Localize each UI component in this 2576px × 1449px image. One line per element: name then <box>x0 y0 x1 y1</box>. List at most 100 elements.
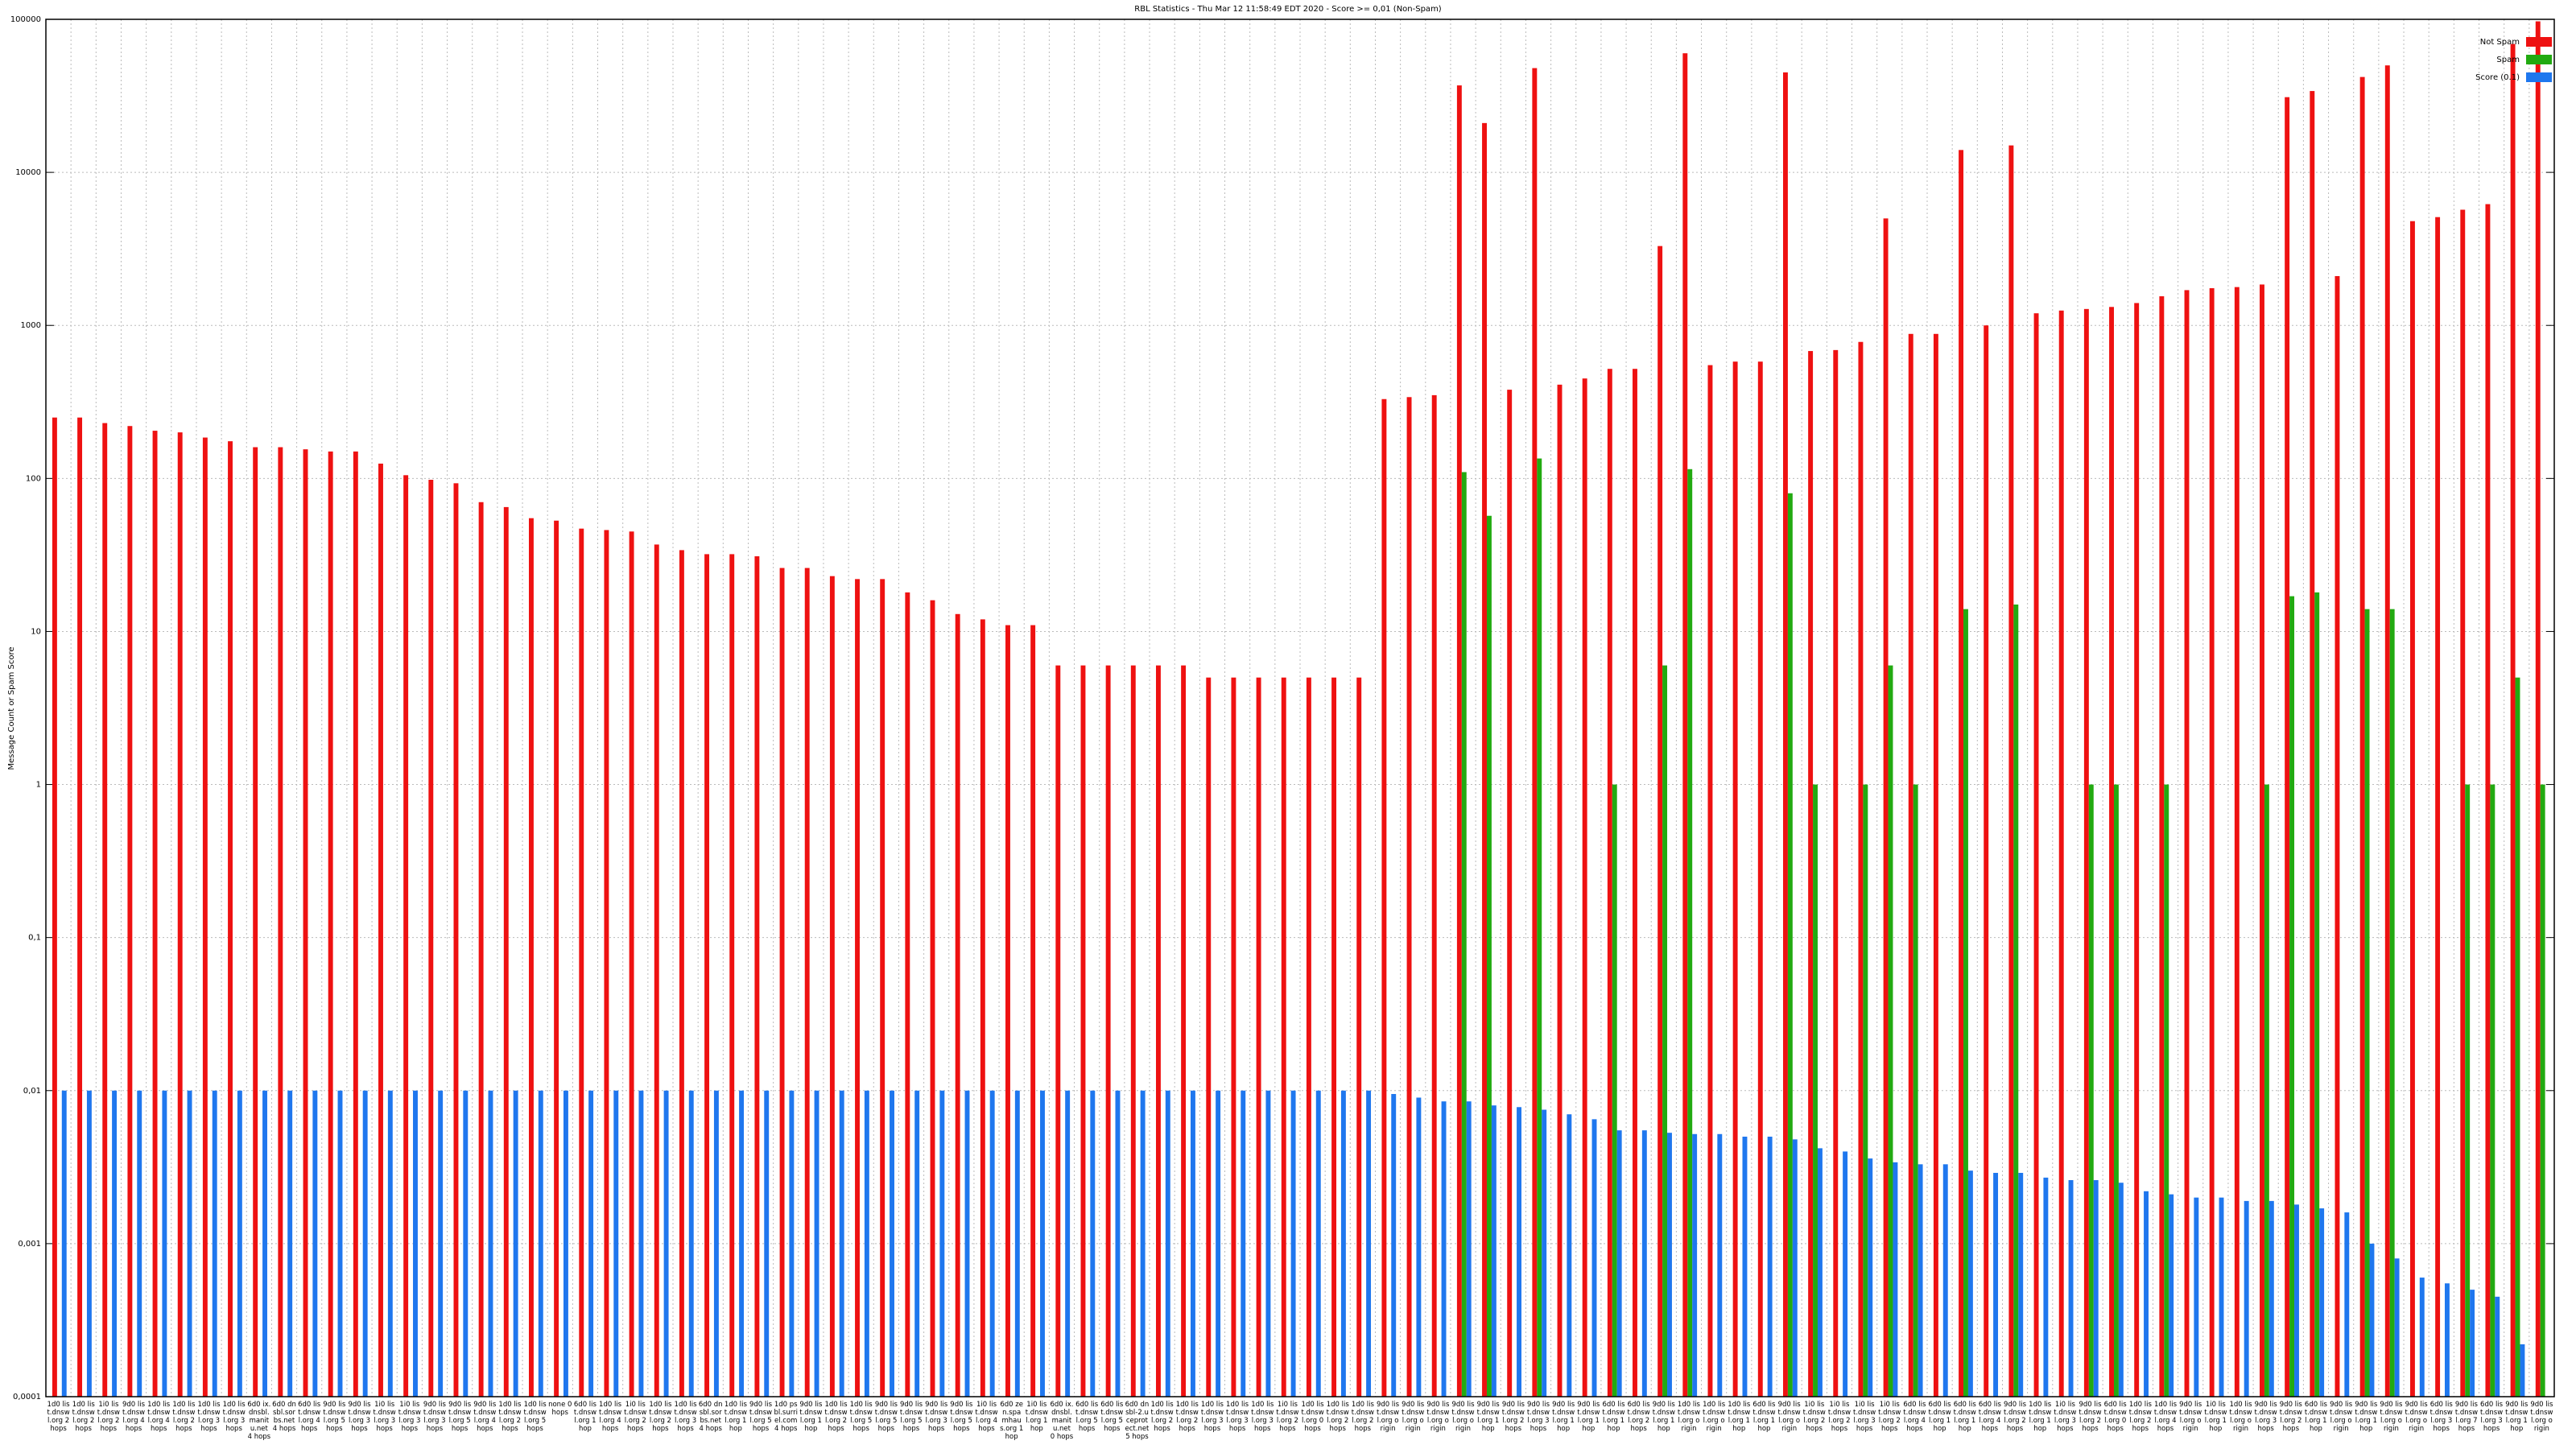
bar <box>287 1090 293 1397</box>
x-tick-label: 9d0 list.dnswl.org origin <box>1376 1401 1400 1433</box>
x-tick-label: 1d0 list.dnswl.org 2 hops <box>1150 1401 1174 1433</box>
x-tick-label: 1d0 list.dnswl.org 2 hops <box>2128 1401 2152 1433</box>
bar <box>1517 1107 1521 1397</box>
bar <box>2244 1200 2249 1397</box>
bar <box>228 441 233 1397</box>
x-tick-label: 1d0 list.dnswl.org 2 hops <box>72 1401 95 1433</box>
bar <box>2159 296 2165 1397</box>
bar <box>2134 303 2140 1397</box>
bar <box>1140 1090 1146 1397</box>
bar <box>880 579 886 1397</box>
bar <box>713 1090 719 1397</box>
bar <box>2535 21 2541 1397</box>
x-tick-label: 6d0 zen.spamhaus.org 1 hop <box>1000 1401 1024 1441</box>
bar <box>804 568 810 1397</box>
bar <box>1967 1170 1973 1397</box>
x-tick-label: 6d0 list.dnswl.org 0 hops <box>2103 1401 2127 1433</box>
bar <box>2485 204 2491 1397</box>
bar <box>1366 1090 1372 1397</box>
bar <box>1567 1114 1572 1397</box>
x-tick-label: 1d0 list.dnswl.org 2 hops <box>649 1401 672 1433</box>
bar <box>1687 469 1693 1397</box>
legend-swatch <box>2526 72 2552 82</box>
bar <box>2515 677 2520 1397</box>
bar <box>839 1090 844 1397</box>
bar <box>654 544 659 1397</box>
bar <box>2068 1179 2074 1397</box>
bar <box>1306 677 1311 1397</box>
bar <box>177 432 183 1397</box>
bar <box>2058 310 2064 1397</box>
bar <box>1843 1151 1848 1397</box>
bar <box>328 451 333 1397</box>
bar <box>1557 384 1563 1397</box>
bar <box>2419 1278 2425 1397</box>
bar <box>2334 275 2340 1397</box>
bar <box>1155 665 1161 1397</box>
bar <box>1331 677 1337 1397</box>
bar <box>1612 784 1617 1397</box>
bar <box>2470 1290 2475 1397</box>
x-tick-label: 1d0 list.dnswl.org 0 hops <box>1301 1401 1324 1433</box>
bar <box>1340 1090 1346 1397</box>
x-tick-label: 1i0 list.dnswl.org 2 hops <box>1827 1401 1852 1433</box>
bar <box>1813 784 1818 1397</box>
bar <box>2465 784 2471 1397</box>
bar <box>112 1090 118 1397</box>
x-tick-label: 1i0 list.dnswl.org 2 hops <box>1878 1401 1901 1433</box>
bar <box>679 550 684 1397</box>
x-tick-label: 6d0 list.dnswl.org 1 hop <box>573 1401 597 1433</box>
bar <box>2344 1212 2350 1397</box>
bar <box>1532 68 1538 1397</box>
bar <box>1356 677 1362 1397</box>
x-tick-label: 1d0 list.dnswl.org 2 hops <box>47 1401 70 1433</box>
bar <box>237 1090 242 1397</box>
bar <box>1065 1090 1071 1397</box>
x-tick-label: 9d0 list.dnswl.org origin <box>2330 1401 2353 1433</box>
x-tick-label: 1d0 list.dnswl.org 4 hops <box>598 1401 622 1433</box>
x-tick-label: 9d0 list.dnswl.org 1 hop <box>799 1401 823 1433</box>
bar <box>1014 1090 1020 1397</box>
bar <box>2495 1296 2500 1397</box>
y-tick-label: 0,001 <box>18 1240 41 1249</box>
y-tick-label: 10000 <box>15 168 41 177</box>
x-tick-label: 6d0 list.dnswl.org 5 hops <box>1075 1401 1099 1433</box>
bar <box>663 1090 669 1397</box>
x-tick-label: 9d0 list.dnswl.org 2 hops <box>1501 1401 1525 1433</box>
bar <box>554 520 559 1397</box>
x-tick-label: 9d0 list.dnswl.org 3 hops <box>423 1401 447 1433</box>
bar <box>829 576 835 1397</box>
bar <box>939 1090 945 1397</box>
bar <box>704 554 710 1397</box>
bar <box>613 1090 619 1397</box>
x-tick-label: 9d0 list.dnswl.org 3 hops <box>1526 1401 1550 1433</box>
x-tick-label: 9d0 list.dnswl.org 3 hops <box>348 1401 371 1433</box>
x-tick-label: 9d0 list.dnswl.org 1 hop <box>2505 1401 2529 1433</box>
bar <box>1959 150 1964 1397</box>
bar <box>2384 65 2390 1397</box>
x-tick-label: 6d0 list.dnswl.org 3 hops <box>2429 1401 2453 1433</box>
x-tick-label: 6d0 dnsbl-2.uceprotect.net 5 hops <box>1125 1401 1150 1441</box>
bar <box>2435 217 2441 1397</box>
chart-title: RBL Statistics - Thu Mar 12 11:58:49 EDT… <box>1134 5 1442 14</box>
bar <box>378 463 383 1397</box>
bar <box>2033 313 2039 1397</box>
x-tick-label: 9d0 list.dnswl.org 5 hops <box>874 1401 898 1433</box>
bar <box>488 1090 493 1397</box>
x-tick-label: 6d0 list.dnswl.org 5 hops <box>1100 1401 1124 1433</box>
bar <box>814 1090 819 1397</box>
bar <box>438 1090 444 1397</box>
bar <box>1667 1133 1672 1397</box>
bar <box>2394 1258 2400 1397</box>
x-tick-label: 1d0 list.dnswl.org 3 hops <box>222 1401 246 1433</box>
bar <box>1491 1105 1496 1397</box>
bar <box>453 483 459 1397</box>
x-tick-label: none 0 hops <box>548 1401 572 1417</box>
bar <box>2490 784 2496 1397</box>
bar <box>86 1090 92 1397</box>
x-tick-label: 9d0 list.dnswl.org origin <box>1451 1401 1475 1433</box>
bar <box>563 1090 568 1397</box>
x-tick-label: 9d0 list.dnswl.org 5 hops <box>899 1401 923 1433</box>
x-tick-label: 1d0 list.dnswl.org 3 hops <box>1200 1401 1224 1433</box>
x-tick-label: 9d0 list.dnswl.org origin <box>1426 1401 1450 1433</box>
